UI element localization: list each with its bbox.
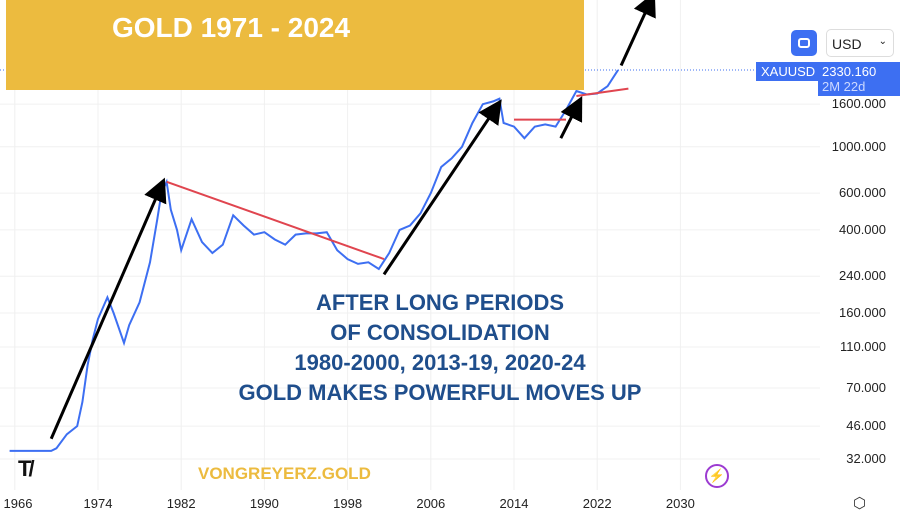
- x-tick-label: 1974: [83, 496, 113, 511]
- message-line: GOLD MAKES POWERFUL MOVES UP: [238, 380, 642, 405]
- trend-arrow: [49, 177, 167, 440]
- y-tick-label: 600.000: [839, 185, 886, 201]
- series-line-xauusd: [9, 69, 619, 452]
- y-tick-label: 160.000: [839, 305, 886, 321]
- currency-select[interactable]: USD ⌄: [826, 29, 894, 57]
- trend-arrow: [382, 99, 502, 276]
- y-tick-label: 1000.000: [831, 138, 886, 154]
- last-price: 2330.160: [822, 64, 877, 79]
- y-tick-label: 70.000: [846, 380, 886, 395]
- y-tick-label: 110.000: [839, 339, 886, 354]
- settings-hexagon-icon[interactable]: ⬡: [853, 495, 867, 512]
- x-tick-label: 2022: [582, 496, 612, 511]
- resistance-line: [576, 87, 629, 98]
- tradingview-logo[interactable]: T/: [18, 456, 34, 481]
- x-tick-label: 1998: [333, 496, 363, 511]
- resistance-line: [166, 180, 385, 261]
- title-banner: GOLD 1971 - 2024: [6, 0, 584, 90]
- fullscreen-button[interactable]: [791, 30, 817, 56]
- y-tick-label: 400.000: [839, 221, 886, 237]
- message-line: AFTER LONG PERIODS: [315, 290, 565, 315]
- x-tick-label: 1982: [166, 496, 196, 511]
- message-line: OF CONSOLIDATION: [330, 320, 550, 345]
- currency-value: USD: [832, 36, 862, 52]
- annotation-message: AFTER LONG PERIODS OF CONSOLIDATION 1980…: [200, 288, 680, 408]
- chevron-down-icon: ⌄: [878, 36, 887, 47]
- x-tick-label: 1966: [3, 496, 33, 511]
- x-tick-label: 1990: [249, 496, 279, 511]
- lightning-icon[interactable]: ⚡: [705, 464, 729, 488]
- trend-arrow: [559, 96, 583, 139]
- x-tick-label: 2014: [499, 496, 529, 511]
- chart-title: GOLD 1971 - 2024: [111, 12, 351, 43]
- watermark: VONGREYERZ.GOLD: [198, 464, 371, 483]
- y-tick-label: 240.000: [839, 268, 886, 284]
- y-tick-label: 1600.000: [831, 96, 886, 112]
- symbol-label: XAUUSD: [756, 62, 821, 81]
- last-price-badge: 2330.160 2M 22d: [818, 62, 900, 96]
- message-line: 1980-2000, 2013-19, 2020-24: [294, 350, 586, 375]
- bar-countdown: 2M 22d: [822, 79, 866, 94]
- y-tick-label: 32.000: [846, 451, 886, 466]
- x-tick-label: 2030: [665, 496, 695, 511]
- x-tick-label: 2006: [416, 496, 446, 511]
- y-tick-label: 46.000: [846, 418, 886, 434]
- trend-arrow: [619, 0, 656, 67]
